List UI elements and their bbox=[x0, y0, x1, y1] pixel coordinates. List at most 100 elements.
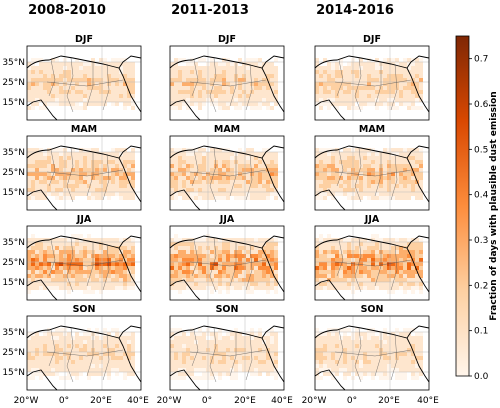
map-panel-son-3: SON bbox=[314, 304, 430, 391]
lat-tick: 15°N bbox=[2, 98, 25, 108]
map-panel-mam-1: MAM bbox=[26, 124, 142, 211]
dust-field bbox=[170, 234, 278, 294]
coastline bbox=[169, 235, 285, 301]
season-title: MAM bbox=[214, 124, 240, 135]
map-panel-mam-2: MAM bbox=[169, 124, 285, 211]
season-title: DJF bbox=[363, 34, 381, 45]
lat-tick: 15°N bbox=[2, 368, 25, 378]
country-borders bbox=[189, 237, 267, 293]
lon-tick-20w-col2: 20°W bbox=[157, 396, 182, 406]
coastline bbox=[314, 325, 430, 391]
lon-tick-20w: 20°W bbox=[14, 396, 39, 406]
lon-tick-20e-col2: 20°E bbox=[234, 396, 256, 406]
map-panel-mam-3: MAM bbox=[314, 124, 430, 211]
lon-tick-40e: 40°E bbox=[127, 396, 149, 406]
country-borders bbox=[189, 147, 267, 203]
lat-tick: 15°N bbox=[2, 188, 25, 198]
longitude-labels: 20°W 0° 20°E 40°E 20°W 0° 20°E 40°E 20°W… bbox=[14, 396, 440, 406]
country-borders bbox=[334, 237, 412, 293]
dust-field bbox=[27, 328, 135, 380]
season-title: DJF bbox=[218, 34, 236, 45]
colorbar-tick-label: 0.2 bbox=[474, 281, 488, 291]
lon-tick-0-col2: 0° bbox=[202, 396, 212, 406]
colorbar-tick-label: 0.5 bbox=[474, 145, 488, 155]
colorbar-label: Fraction of days with plausible dust emi… bbox=[489, 91, 499, 320]
coastline bbox=[26, 145, 142, 211]
lon-tick-40e-col2: 40°E bbox=[271, 396, 293, 406]
map-frame bbox=[26, 135, 142, 211]
colorbar-tick-label: 0.3 bbox=[474, 236, 488, 246]
country-borders bbox=[46, 237, 124, 293]
lat-tick: 15°N bbox=[2, 278, 25, 288]
country-borders bbox=[46, 147, 124, 203]
coastline bbox=[169, 325, 285, 391]
dust-field bbox=[27, 234, 135, 294]
season-title: SON bbox=[73, 304, 96, 315]
coastline bbox=[169, 145, 285, 211]
dust-field bbox=[315, 58, 423, 110]
map-frame bbox=[169, 315, 285, 391]
colorbar-ticks: 0.0 0.1 0.2 0.3 0.4 0.5 0.6 0.7 bbox=[469, 55, 489, 382]
map-panel-djf-3: DJF bbox=[314, 34, 430, 121]
latitude-labels: 35°N 25°N 15°N 35°N 25°N 15°N 35°N 25°N 15°N 35°N… bbox=[2, 58, 25, 378]
lat-tick: 35°N bbox=[2, 148, 25, 158]
season-title: JJA bbox=[76, 214, 92, 225]
map-frame bbox=[26, 315, 142, 391]
season-title: SON bbox=[216, 304, 239, 315]
season-title: MAM bbox=[359, 124, 385, 135]
map-frame bbox=[26, 225, 142, 301]
country-borders bbox=[189, 327, 267, 383]
lat-tick: 25°N bbox=[2, 168, 25, 178]
season-title: JJA bbox=[364, 214, 380, 225]
lon-tick-0-col3: 0° bbox=[347, 396, 357, 406]
country-borders bbox=[334, 57, 412, 113]
coastline bbox=[26, 325, 142, 391]
coastline bbox=[314, 145, 430, 211]
season-title: MAM bbox=[71, 124, 97, 135]
map-panel-djf-2: DJF bbox=[169, 34, 285, 121]
map-panel-jja-1: JJA bbox=[26, 214, 142, 301]
map-panel-jja-2: JJA bbox=[169, 214, 285, 301]
country-borders bbox=[46, 327, 124, 383]
column-title-1: 2008-2010 bbox=[28, 3, 106, 18]
map-panel-djf-1: DJF bbox=[26, 34, 142, 121]
lon-tick-20e: 20°E bbox=[90, 396, 112, 406]
lat-tick: 35°N bbox=[2, 328, 25, 338]
dust-field bbox=[315, 234, 423, 294]
coastline bbox=[314, 235, 430, 301]
map-panel-son-1: SON bbox=[26, 304, 142, 391]
dust-field bbox=[170, 328, 278, 380]
map-frame bbox=[314, 225, 430, 301]
map-frame bbox=[169, 45, 285, 121]
dust-field bbox=[27, 58, 135, 110]
lon-tick-20w-col3: 20°W bbox=[302, 396, 327, 406]
map-panel-son-2: SON bbox=[169, 304, 285, 391]
map-frame bbox=[169, 225, 285, 301]
coastline bbox=[26, 235, 142, 301]
country-borders bbox=[334, 147, 412, 203]
lat-tick: 25°N bbox=[2, 258, 25, 268]
season-title: JJA bbox=[219, 214, 235, 225]
map-panel-jja-3: JJA bbox=[314, 214, 430, 301]
map-frame bbox=[314, 45, 430, 121]
lat-tick: 35°N bbox=[2, 238, 25, 248]
colorbar-tick-label: 0.7 bbox=[474, 55, 488, 65]
season-title: DJF bbox=[75, 34, 93, 45]
country-borders bbox=[189, 57, 267, 113]
season-title: SON bbox=[361, 304, 384, 315]
colorbar-tick-label: 0.0 bbox=[474, 372, 489, 382]
lon-tick-40e-col3: 40°E bbox=[417, 396, 439, 406]
map-panels: DJF DJF DJF MAM MAM MAM JJA JJA JJA SON SON SON bbox=[26, 34, 430, 391]
lat-tick: 35°N bbox=[2, 58, 25, 68]
colorbar-tick-label: 0.6 bbox=[474, 100, 489, 110]
coastline bbox=[26, 55, 142, 121]
lon-tick-20e-col3: 20°E bbox=[378, 396, 400, 406]
map-frame bbox=[26, 45, 142, 121]
lat-tick: 25°N bbox=[2, 348, 25, 358]
column-title-3: 2014-2016 bbox=[316, 3, 394, 18]
lat-tick: 25°N bbox=[2, 78, 25, 88]
colorbar-tick-label: 0.4 bbox=[474, 191, 489, 201]
colorbar bbox=[455, 35, 470, 377]
map-frame bbox=[314, 135, 430, 211]
coastline bbox=[314, 55, 430, 121]
